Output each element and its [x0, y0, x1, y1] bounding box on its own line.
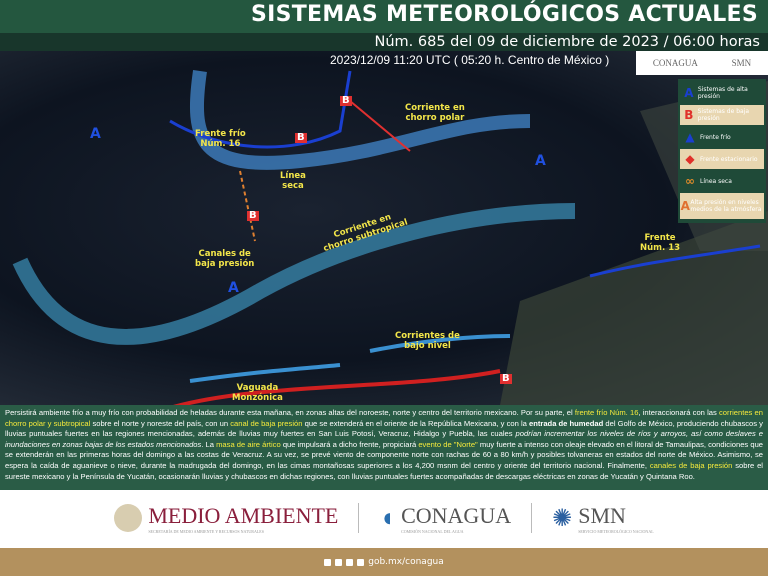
- conagua-wave-icon: ◖: [379, 503, 396, 532]
- youtube-icon[interactable]: [357, 558, 365, 566]
- low-pressure-icon: B: [684, 108, 694, 122]
- dry-line-icon: ∞: [685, 174, 695, 188]
- institution-logos: MEDIO AMBIENTE SECRETARÍA DE MEDIO AMBIEN…: [0, 490, 768, 546]
- facebook-icon[interactable]: [324, 558, 332, 566]
- legend-low: B Sistemas de baja presión: [680, 105, 764, 125]
- bulletin-number-date: Núm. 685 del 09 de diciembre de 2023 / 0…: [374, 34, 760, 50]
- low-pressure-channel: [239, 170, 256, 242]
- smn-logo: ✺ SMN SERVICIO METEOROLÓGICO NACIONAL: [552, 503, 654, 534]
- low-pressure-marker: B: [500, 373, 512, 384]
- paragraph-text: Persistirá ambiente frío a muy frío con …: [5, 408, 575, 417]
- legend-mid-high: A Alta presión en niveles medios de la at…: [680, 193, 764, 219]
- legend-label: Línea seca: [700, 177, 732, 185]
- legend-label: Alta presión en niveles medios de la atm…: [690, 199, 762, 213]
- paragraph-text: sobre el sureste mexicano y la Península…: [5, 460, 763, 481]
- high-pressure-marker: A: [535, 153, 546, 169]
- legend-label: Frente frío: [700, 133, 731, 141]
- cold-front-16: [169, 70, 352, 149]
- header-bar: SISTEMAS METEOROLÓGICOS ACTUALES: [0, 0, 768, 33]
- medio-ambiente-name: MEDIO AMBIENTE: [148, 502, 339, 528]
- paragraph-text: , interaccionará con las: [638, 408, 719, 417]
- high-pressure-icon: A: [684, 86, 694, 100]
- label-vaguada: Vaguada Monzónica: [232, 383, 283, 403]
- legend-high: A Sistemas de alta presión: [680, 83, 764, 103]
- low-level-current-1: [369, 334, 511, 353]
- label-linea-seca: Línea seca: [280, 171, 306, 191]
- land-texture-east: [500, 211, 768, 405]
- highlighted-term: canales de baja presión: [649, 460, 733, 470]
- legend-label: Frente estacionario: [700, 155, 758, 163]
- label-chorro-polar: Corriente en chorro polar: [405, 103, 465, 123]
- highlighted-term: corrientes en chorro polar y subtropical: [5, 408, 763, 428]
- divider: [358, 503, 360, 533]
- smn-sub: SERVICIO METEOROLÓGICO NACIONAL: [578, 528, 654, 534]
- legend-label: Sistemas de alta presión: [697, 86, 748, 100]
- legend-stationary-front: ◆ Frente estacionario: [680, 149, 764, 169]
- label-frente-13: Frente Núm. 13: [640, 233, 681, 253]
- conagua-logo: CONAGUA: [652, 58, 698, 68]
- low-pressure-marker: B: [295, 132, 307, 143]
- image-timestamp: 2023/12/09 11:20 UTC ( 05:20 h. Centro d…: [330, 53, 610, 67]
- cold-front-icon: ▲: [685, 130, 695, 144]
- footer: gob.mx/conagua: [0, 548, 768, 576]
- divider: [531, 503, 533, 533]
- smn-name: SMN: [578, 502, 626, 528]
- paragraph-text: muy fuerte a intenso con oleaje elevado …: [5, 439, 764, 470]
- highlighted-term: evento de "Norte": [418, 439, 478, 449]
- label-frente-16: Frente frío Núm. 16: [195, 129, 246, 149]
- paragraph-text: entrada de humedad: [528, 418, 604, 428]
- medio-ambiente-sub: SECRETARÍA DE MEDIO AMBIENTE Y RECURSOS …: [148, 528, 264, 534]
- mid-level-high-icon: A: [680, 199, 690, 213]
- forecast-paragraph: Persistirá ambiente frío a muy frío con …: [0, 405, 768, 490]
- smn-logo: SMN: [731, 58, 752, 68]
- subtropical-jet-stream: [12, 203, 576, 345]
- stationary-front: [349, 100, 411, 152]
- label-canales: Canales de baja presión: [195, 249, 255, 269]
- stationary-front-icon: ◆: [685, 152, 695, 166]
- conagua-sub: COMISIÓN NACIONAL DEL AGUA: [401, 528, 464, 534]
- low-pressure-marker: B: [247, 210, 259, 221]
- medio-ambiente-logo: MEDIO AMBIENTE SECRETARÍA DE MEDIO AMBIEN…: [114, 503, 338, 534]
- page-title: SISTEMAS METEOROLÓGICOS ACTUALES: [250, 2, 758, 27]
- monsoon-trough: [173, 369, 501, 405]
- paragraph-text: que impulsará a dicho frente, propiciará: [280, 439, 419, 449]
- front-13: [589, 244, 761, 278]
- paragraph-text: podrían incrementar los niveles de ríos …: [5, 429, 763, 449]
- legend-label: Sistemas de baja presión: [697, 108, 750, 122]
- paragraph-text: sobre el norte y noreste del país, con u…: [90, 418, 231, 428]
- paragraph-text: que se extenderá en el oriente de la Rep…: [302, 418, 529, 428]
- smn-swirl-icon: ✺: [552, 505, 573, 532]
- website-link[interactable]: gob.mx/conagua: [368, 557, 444, 567]
- paragraph-text: . La: [201, 439, 217, 449]
- legend-dry-line: ∞ Línea seca: [680, 171, 764, 191]
- high-pressure-marker: A: [90, 126, 101, 142]
- subtitle-bar: Núm. 685 del 09 de diciembre de 2023 / 0…: [0, 33, 768, 51]
- conagua-name: CONAGUA: [401, 502, 512, 528]
- satellite-map: 2023/12/09 11:20 UTC ( 05:20 h. Centro d…: [0, 51, 768, 405]
- legend-cold-front: ▲ Frente frío: [680, 127, 764, 147]
- highlighted-term: canal de baja presión: [230, 418, 303, 428]
- low-level-current-2: [189, 363, 341, 383]
- twitter-icon[interactable]: [335, 558, 343, 566]
- instagram-icon[interactable]: [346, 558, 354, 566]
- highlighted-term: masa de aire ártico: [216, 439, 281, 449]
- legend: A Sistemas de alta presión B Sistemas de b…: [678, 79, 766, 223]
- polar-jet-stream: [189, 70, 531, 170]
- label-bajo-nivel: Corrientes de bajo nivel: [395, 331, 460, 351]
- highlighted-term: frente frío Núm. 16: [574, 408, 639, 417]
- low-pressure-marker: B: [340, 95, 352, 106]
- high-pressure-marker: A: [228, 280, 239, 296]
- conagua-logo: ◖ CONAGUA COMISIÓN NACIONAL DEL AGUA: [379, 503, 511, 534]
- top-logos: CONAGUA SMN: [636, 51, 768, 75]
- coat-of-arms-icon: [114, 504, 143, 532]
- paragraph-text: del Golfo de México, produciendo chubasc…: [5, 418, 763, 439]
